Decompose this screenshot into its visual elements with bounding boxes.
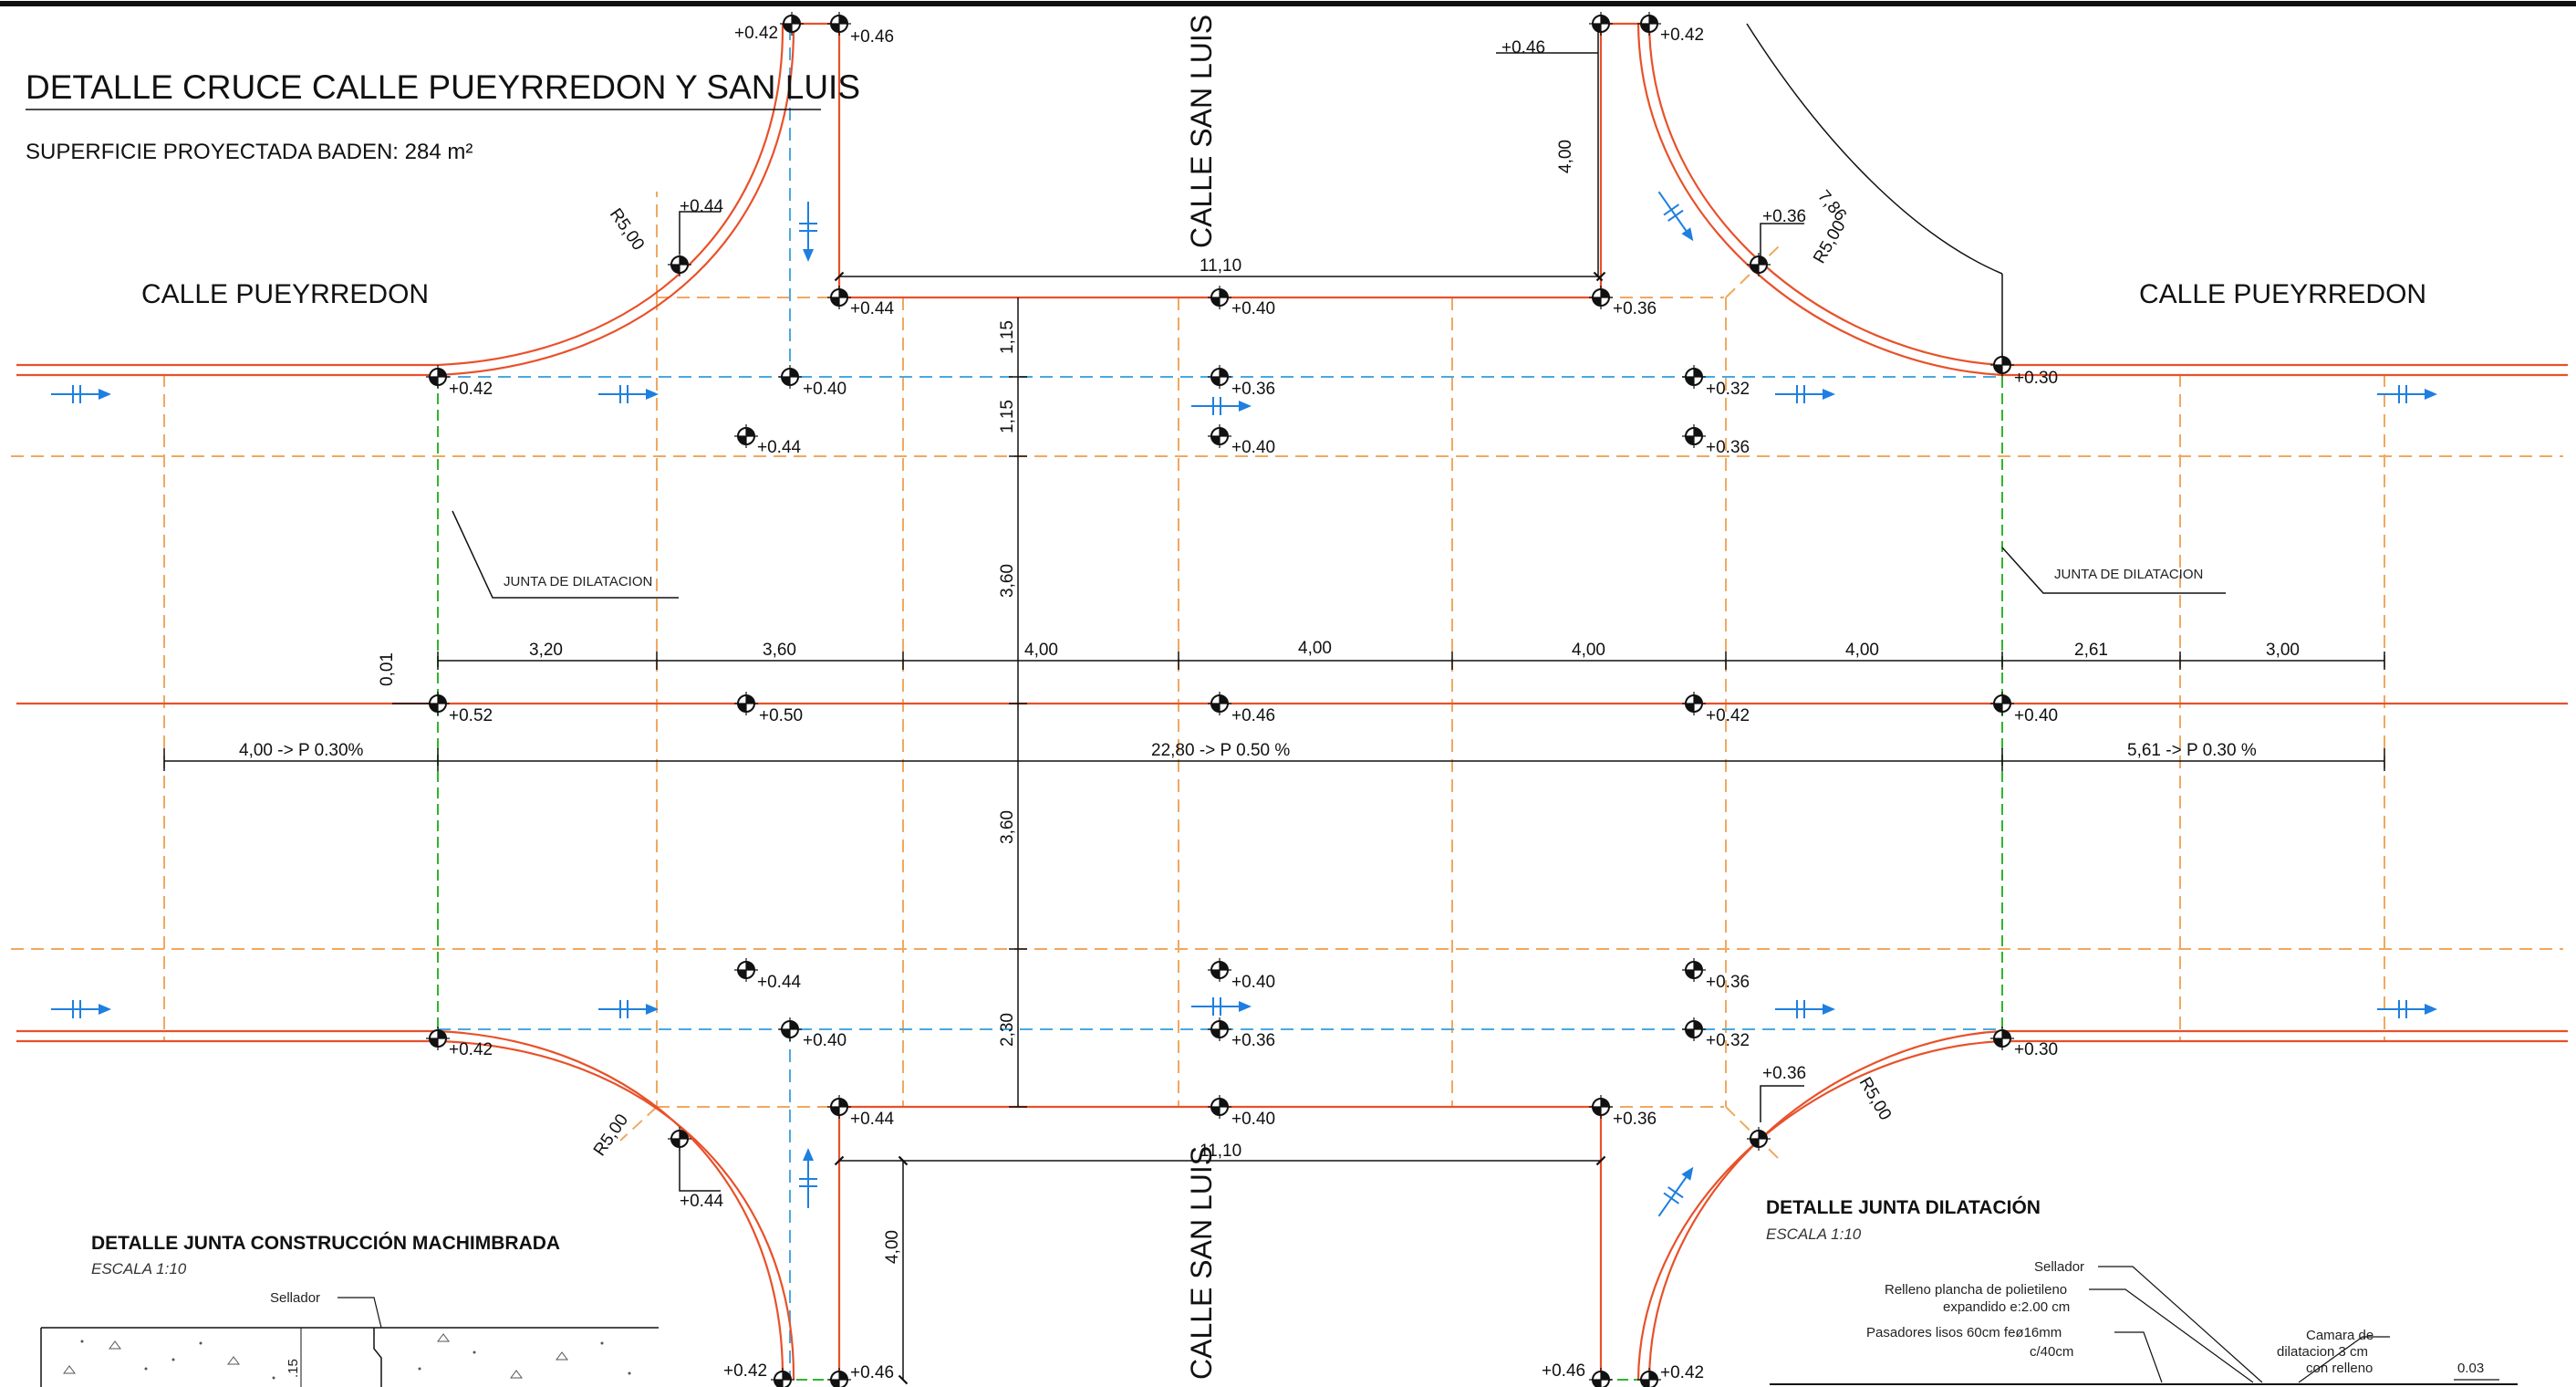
dim-003: 0.03 xyxy=(2457,1361,2484,1376)
svg-text:+0.36: +0.36 xyxy=(1706,438,1750,457)
svg-text:4,00 -> P 0.30%: 4,00 -> P 0.30% xyxy=(239,741,364,760)
svg-text:+0.36: +0.36 xyxy=(1762,1064,1806,1083)
svg-text:3,60: 3,60 xyxy=(998,564,1017,598)
detail-machimbrada: DETALLE JUNTA CONSTRUCCIÓN MACHIMBRADA E… xyxy=(40,1232,659,1387)
svg-text:R5,00: R5,00 xyxy=(606,205,648,255)
svg-text:3,60: 3,60 xyxy=(763,641,796,660)
svg-text:2,30: 2,30 xyxy=(998,1013,1017,1047)
svg-text:+0.40: +0.40 xyxy=(803,1031,847,1050)
svg-text:+0.46: +0.46 xyxy=(1231,706,1275,725)
svg-text:+0.36: +0.36 xyxy=(1231,1031,1275,1050)
svg-text:4,00: 4,00 xyxy=(1572,641,1605,660)
surface-label: SUPERFICIE PROYECTADA BADEN: 284 m² xyxy=(26,140,473,164)
svg-text:+0.36: +0.36 xyxy=(1762,207,1806,226)
street-north-label: CALLE SAN LUIS xyxy=(1185,15,1218,248)
svg-text:+0.40: +0.40 xyxy=(2014,706,2058,725)
street-west-label: CALLE PUEYRREDON xyxy=(141,279,429,309)
svg-text:+0.36: +0.36 xyxy=(1706,973,1750,992)
svg-text:+0.42: +0.42 xyxy=(1660,1363,1704,1382)
svg-text:+0.44: +0.44 xyxy=(850,1110,895,1129)
sellador-right: Sellador xyxy=(2034,1259,2084,1275)
curbs xyxy=(16,22,2568,1381)
svg-text:3,00: 3,00 xyxy=(2266,641,2300,660)
dilatacion-scale: ESCALA 1:10 xyxy=(1766,1225,1862,1243)
svg-text:+0.44: +0.44 xyxy=(757,438,802,457)
svg-text:4,00: 4,00 xyxy=(1024,641,1058,660)
dimension-labels: 11,10 11,10 4,00 4,00 1,15 1,15 3,60 3,6… xyxy=(239,140,2300,1264)
svg-text:1,15: 1,15 xyxy=(998,400,1017,433)
depth-15: .15 xyxy=(286,1359,301,1378)
svg-text:+0.32: +0.32 xyxy=(1706,380,1750,399)
svg-text:+0.30: +0.30 xyxy=(2014,369,2058,388)
camara-line-1: Camara de xyxy=(2306,1328,2373,1343)
svg-text:+0.32: +0.32 xyxy=(1706,1031,1750,1050)
svg-text:4,00: 4,00 xyxy=(1298,639,1332,658)
svg-text:+0.50: +0.50 xyxy=(759,706,803,725)
svg-text:+0.46: +0.46 xyxy=(850,1363,894,1382)
pasadores-line-1: Pasadores lisos 60cm feø16mm xyxy=(1866,1325,2062,1340)
svg-text:22,80 -> P 0.50 %: 22,80 -> P 0.50 % xyxy=(1151,741,1290,760)
detail-dilatacion: DETALLE JUNTA DILATACIÓN ESCALA 1:10 Sel… xyxy=(1766,1196,2518,1385)
svg-text:+0.40: +0.40 xyxy=(803,380,847,399)
sellador-left: Sellador xyxy=(270,1290,320,1306)
dimension-lines xyxy=(163,18,2385,1385)
svg-text:3,20: 3,20 xyxy=(529,641,563,660)
svg-text:+0.40: +0.40 xyxy=(1231,1110,1275,1129)
joint-label-left: JUNTA DE DILATACION xyxy=(504,574,652,589)
svg-text:2,61: 2,61 xyxy=(2074,641,2108,660)
svg-text:+0.40: +0.40 xyxy=(1231,973,1275,992)
svg-text:+0.40: +0.40 xyxy=(1231,438,1275,457)
svg-text:4,00: 4,00 xyxy=(883,1230,902,1264)
svg-text:7,86: 7,86 xyxy=(1813,187,1850,225)
svg-text:5,61 -> P 0.30 %: 5,61 -> P 0.30 % xyxy=(2127,741,2257,760)
svg-text:+0.46: +0.46 xyxy=(1501,38,1545,57)
svg-text:4,00: 4,00 xyxy=(1845,641,1879,660)
svg-text:+0.44: +0.44 xyxy=(757,973,802,992)
svg-text:+0.46: +0.46 xyxy=(850,27,894,47)
svg-text:+0.30: +0.30 xyxy=(2014,1040,2058,1059)
svg-text:4,00: 4,00 xyxy=(1556,140,1575,173)
svg-text:+0.42: +0.42 xyxy=(734,24,778,43)
svg-text:3,60: 3,60 xyxy=(998,810,1017,844)
svg-text:0,01: 0,01 xyxy=(378,652,397,686)
machimbrada-scale: ESCALA 1:10 xyxy=(91,1260,187,1278)
dilatacion-title: DETALLE JUNTA DILATACIÓN xyxy=(1766,1196,2041,1218)
svg-text:+0.36: +0.36 xyxy=(1613,299,1657,318)
street-south-label: CALLE SAN LUIS xyxy=(1185,1146,1218,1380)
relleno-line-2: expandido e:2.00 cm xyxy=(1943,1299,2070,1315)
svg-text:+0.42: +0.42 xyxy=(1706,706,1750,725)
pasadores-line-2: c/40cm xyxy=(2030,1344,2073,1360)
svg-text:11,10: 11,10 xyxy=(1200,256,1241,276)
svg-text:+0.42: +0.42 xyxy=(449,1040,493,1059)
svg-text:+0.36: +0.36 xyxy=(1613,1110,1657,1129)
elevation-labels: +0.42 +0.46 +0.46 +0.42 +0.44 +0.36 +0.4… xyxy=(449,24,2058,1382)
svg-text:+0.40: +0.40 xyxy=(1231,299,1275,318)
svg-text:+0.42: +0.42 xyxy=(449,380,493,399)
svg-text:R5,00: R5,00 xyxy=(1855,1074,1896,1123)
svg-text:+0.46: +0.46 xyxy=(1542,1361,1585,1381)
camara-line-2: dilatacion 3 cm xyxy=(2277,1344,2368,1360)
svg-text:11,10: 11,10 xyxy=(1200,1142,1241,1161)
svg-text:1,15: 1,15 xyxy=(998,320,1017,354)
svg-text:+0.44: +0.44 xyxy=(680,1192,724,1211)
machimbrada-title: DETALLE JUNTA CONSTRUCCIÓN MACHIMBRADA xyxy=(91,1232,560,1254)
camara-line-3: con relleno xyxy=(2306,1361,2373,1376)
svg-text:+0.44: +0.44 xyxy=(680,197,724,216)
street-east-label: CALLE PUEYRREDON xyxy=(2139,279,2426,309)
svg-text:+0.44: +0.44 xyxy=(850,299,895,318)
svg-text:+0.42: +0.42 xyxy=(723,1361,767,1381)
svg-text:+0.42: +0.42 xyxy=(1660,26,1704,45)
relleno-line-1: Relleno plancha de polietileno xyxy=(1885,1282,2067,1298)
drawing-title: DETALLE CRUCE CALLE PUEYRREDON Y SAN LUI… xyxy=(26,68,860,106)
svg-text:+0.52: +0.52 xyxy=(449,706,493,725)
svg-text:+0.36: +0.36 xyxy=(1231,380,1275,399)
joint-label-right: JUNTA DE DILATACION xyxy=(2054,567,2203,582)
svg-text:R5,00: R5,00 xyxy=(1810,217,1850,266)
